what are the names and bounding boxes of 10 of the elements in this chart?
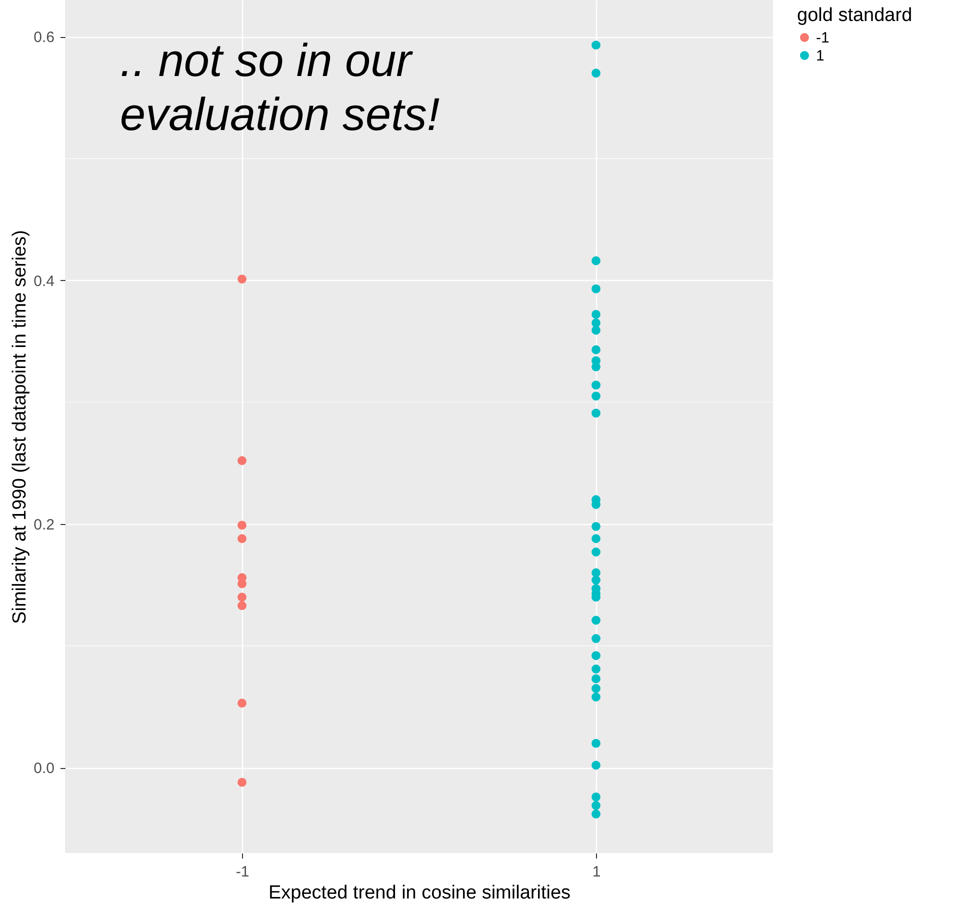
y-tick-label: 0.6 <box>34 29 54 46</box>
annotation: .. not so in our evaluation sets! <box>120 34 440 140</box>
y-tick-label: 0.4 <box>34 272 54 290</box>
y-tick-label: 0.0 <box>34 760 54 778</box>
legend-label: 1 <box>816 48 824 64</box>
legend-label: -1 <box>816 30 830 46</box>
x-axis-title: Expected trend in cosine similarities <box>268 882 571 904</box>
y-tick-label: 0.2 <box>34 516 54 534</box>
y-axis-title: Similarity at 1990 (last datapoint in time series) <box>10 230 31 624</box>
legend-title: gold standard <box>797 5 912 26</box>
